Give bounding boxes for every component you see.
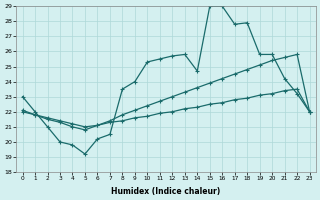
X-axis label: Humidex (Indice chaleur): Humidex (Indice chaleur)	[111, 187, 221, 196]
